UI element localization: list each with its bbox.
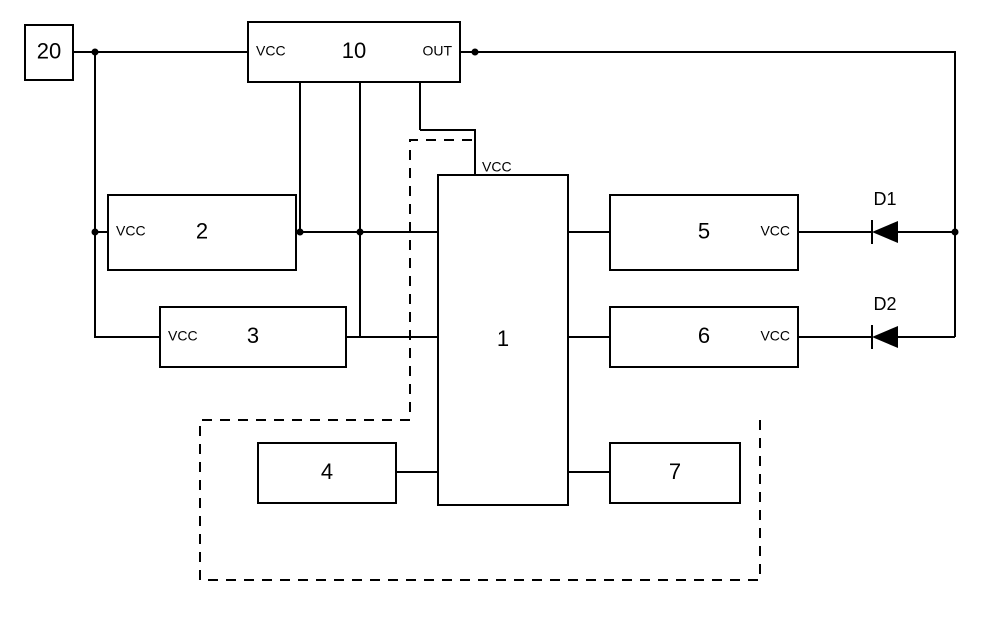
diode-d1-triangle [872, 221, 898, 243]
block-10-label: 10 [342, 38, 366, 63]
block-1-vcc-pin: VCC [482, 159, 512, 175]
junction-dot [357, 229, 364, 236]
diode-d1-label: D1 [873, 189, 896, 209]
block-6-label: 6 [698, 323, 710, 348]
block-3-label: 3 [247, 323, 259, 348]
block-1-label: 1 [497, 326, 509, 351]
block-2-vcc-pin: VCC [116, 223, 146, 239]
wire [420, 130, 475, 175]
block-3-vcc-pin: VCC [168, 328, 198, 344]
block-20-label: 20 [37, 38, 61, 63]
junction-dot [297, 229, 304, 236]
block-5-label: 5 [698, 218, 710, 243]
block-10-vcc-pin: VCC [256, 43, 286, 59]
junction-dot [92, 229, 99, 236]
diode-d2-label: D2 [873, 294, 896, 314]
block-5-vcc-pin: VCC [760, 223, 790, 239]
block-2-label: 2 [196, 218, 208, 243]
block-10-out-pin: OUT [422, 43, 452, 59]
junction-dot [952, 229, 959, 236]
block-diagram: 20 10 VCC OUT 2 VCC 3 VCC 4 1 5 VCC 6 VCC 7 VCC D1 D2 [0, 0, 1000, 627]
block-6-vcc-pin: VCC [760, 328, 790, 344]
block-4-label: 4 [321, 459, 333, 484]
diode-d2-triangle [872, 326, 898, 348]
junction-dot [472, 49, 479, 56]
junction-dot [92, 49, 99, 56]
block-7-label: 7 [669, 459, 681, 484]
